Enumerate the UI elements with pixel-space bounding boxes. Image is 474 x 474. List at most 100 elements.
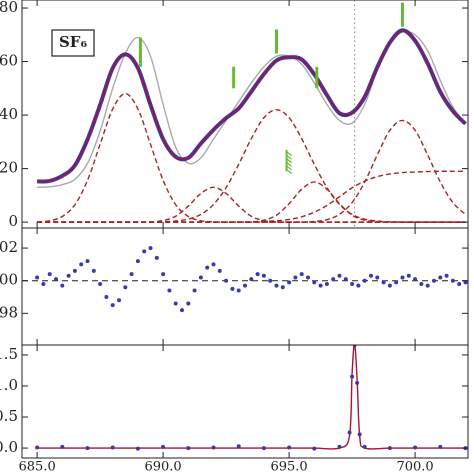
y-tick-label: 1.00 [0, 271, 18, 289]
y-tick-label: 0.0 [0, 438, 18, 456]
data-point [375, 275, 380, 280]
hatch [286, 154, 292, 160]
data-point [186, 301, 191, 306]
data-point [261, 273, 266, 278]
data-point [347, 430, 352, 435]
data-point [211, 445, 216, 450]
data-point [287, 445, 292, 450]
data-point [318, 283, 323, 288]
plot-area [22, 246, 468, 313]
species-label: SF₆ [59, 33, 87, 51]
hatch [286, 158, 292, 164]
data-point [261, 446, 266, 451]
data-point [129, 272, 134, 277]
component-curve [37, 119, 466, 223]
data-point [142, 249, 147, 254]
data-point [305, 275, 310, 280]
data-point [362, 278, 367, 283]
data-point [85, 259, 90, 264]
data-point [381, 280, 386, 285]
data-point [230, 286, 235, 291]
data-point [438, 444, 443, 449]
data-point [293, 275, 298, 280]
data-point [167, 288, 172, 293]
y-tick-label: 0.98 [0, 303, 18, 321]
data-point [419, 281, 424, 286]
panel: 1.02 1.00 0.98 [0, 227, 469, 346]
data-point [180, 308, 185, 313]
data-point [211, 262, 216, 267]
x-tick-label: 690.0 [144, 460, 181, 474]
data-point [110, 445, 115, 450]
data-point [148, 246, 153, 251]
data-point [299, 272, 304, 277]
data-point [60, 444, 65, 449]
sf6-label-box: SF₆ [51, 29, 95, 57]
y-tick-label: 60 [0, 52, 18, 70]
y-tick-label: 1.5 [0, 345, 18, 363]
data-point [357, 432, 362, 437]
data-point [104, 295, 109, 300]
panel: 685.0 690.0 695.0 700.0 0.0 0.5 1.0 1.5 [0, 344, 469, 474]
plot-area [37, 0, 467, 228]
data-point [236, 444, 241, 449]
data-point [362, 444, 367, 449]
data-point [85, 446, 90, 451]
y-tick-label: 20 [0, 159, 18, 177]
data-point [368, 273, 373, 278]
y-tick-label: 40 [0, 105, 18, 123]
hatch [286, 165, 292, 171]
data-point [387, 446, 392, 451]
y-tick-label: 80 [0, 0, 18, 16]
data-point [450, 278, 455, 283]
data-point [324, 281, 329, 286]
data-point [47, 272, 52, 277]
data-point [236, 288, 241, 293]
data-point [243, 283, 247, 288]
data-point [123, 285, 128, 290]
data-point [444, 273, 449, 278]
y-tick-label: 0 [8, 212, 18, 230]
hatch [286, 169, 292, 174]
panel: 0 20 40 60 80 [0, 0, 469, 230]
data-point [312, 280, 317, 285]
data-point [154, 255, 159, 260]
data-point [198, 275, 203, 280]
data-point [161, 444, 166, 449]
data-point [60, 283, 65, 288]
data-point [287, 280, 292, 285]
model-curve [37, 30, 467, 189]
data-point [186, 446, 191, 451]
data-point [280, 285, 285, 290]
data-point [463, 280, 468, 285]
plot-area [35, 345, 468, 451]
data-point [343, 277, 348, 282]
data-point [268, 278, 273, 283]
data-point [173, 301, 178, 306]
x-tick-label: 695.0 [270, 460, 307, 474]
data-point [35, 445, 40, 450]
component-curve [37, 186, 466, 223]
data-point [217, 268, 222, 273]
data-point [413, 277, 418, 282]
data-point [54, 277, 59, 282]
data-point [350, 374, 355, 379]
data-point [387, 283, 392, 288]
component-curve [37, 181, 466, 223]
data-point [457, 281, 462, 286]
axes-frame [21, 344, 469, 459]
data-point [41, 281, 46, 286]
data-point [135, 446, 140, 451]
data-point [35, 275, 40, 280]
data-point [192, 288, 197, 293]
data-point [110, 303, 115, 308]
y-tick-label: 1.0 [0, 376, 18, 394]
label-frame [51, 29, 95, 57]
data-point [438, 275, 443, 280]
component-curve [37, 92, 466, 223]
data-point [249, 277, 254, 282]
data-point [350, 281, 355, 286]
component-curve [37, 170, 466, 223]
hatch [286, 161, 292, 167]
data-point [431, 278, 436, 283]
